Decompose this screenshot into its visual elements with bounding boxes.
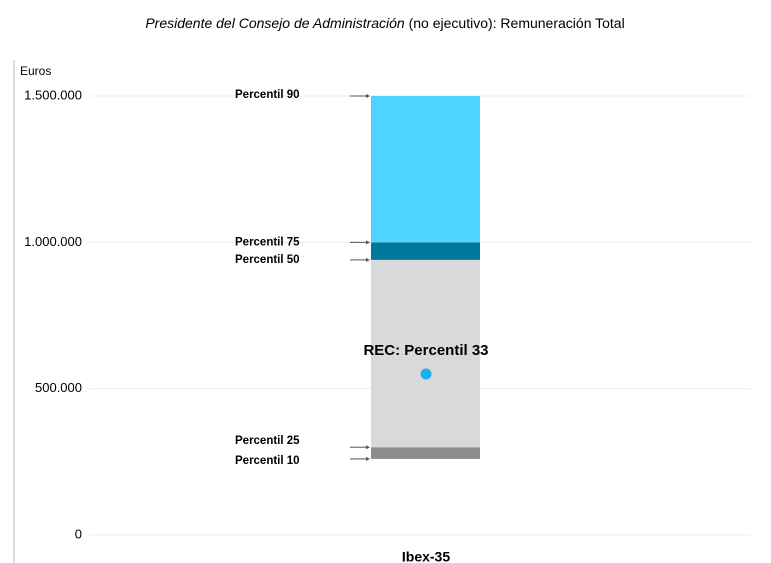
chart-title: Presidente del Consejo de Administración… [145,15,624,31]
y-tick-label: 1.500.000 [24,87,82,102]
y-axis-label: Euros [20,64,51,78]
arrow-head [366,456,370,461]
arrow-head [366,94,370,98]
bar-segment [371,259,480,448]
x-tick-label: Ibex-35 [402,549,450,563]
point [420,368,432,380]
y-tick-label: 0 [75,526,82,541]
percentile-label: Percentil 90 [235,89,300,101]
y-tick-label: 500.000 [35,380,82,395]
percentile-label: Percentil 75 [235,236,300,248]
percentile-label: Percentil 10 [235,455,300,467]
percentile-label: Percentil 50 [235,254,300,266]
bar-segment [371,242,480,260]
bar-segment [371,96,480,243]
arrow-head [366,445,370,450]
bar-segment [371,447,480,459]
percentile-label: Percentil 25 [235,435,300,447]
title-italic: Presidente del Consejo de Administración [145,15,405,31]
point-label: REC: Percentil 33 [363,342,488,359]
arrow-head [366,257,370,262]
arrow-head [366,240,370,245]
title-rest: (no ejecutivo): Remuneración Total [405,15,625,31]
y-tick-label: 1.000.000 [24,234,82,249]
